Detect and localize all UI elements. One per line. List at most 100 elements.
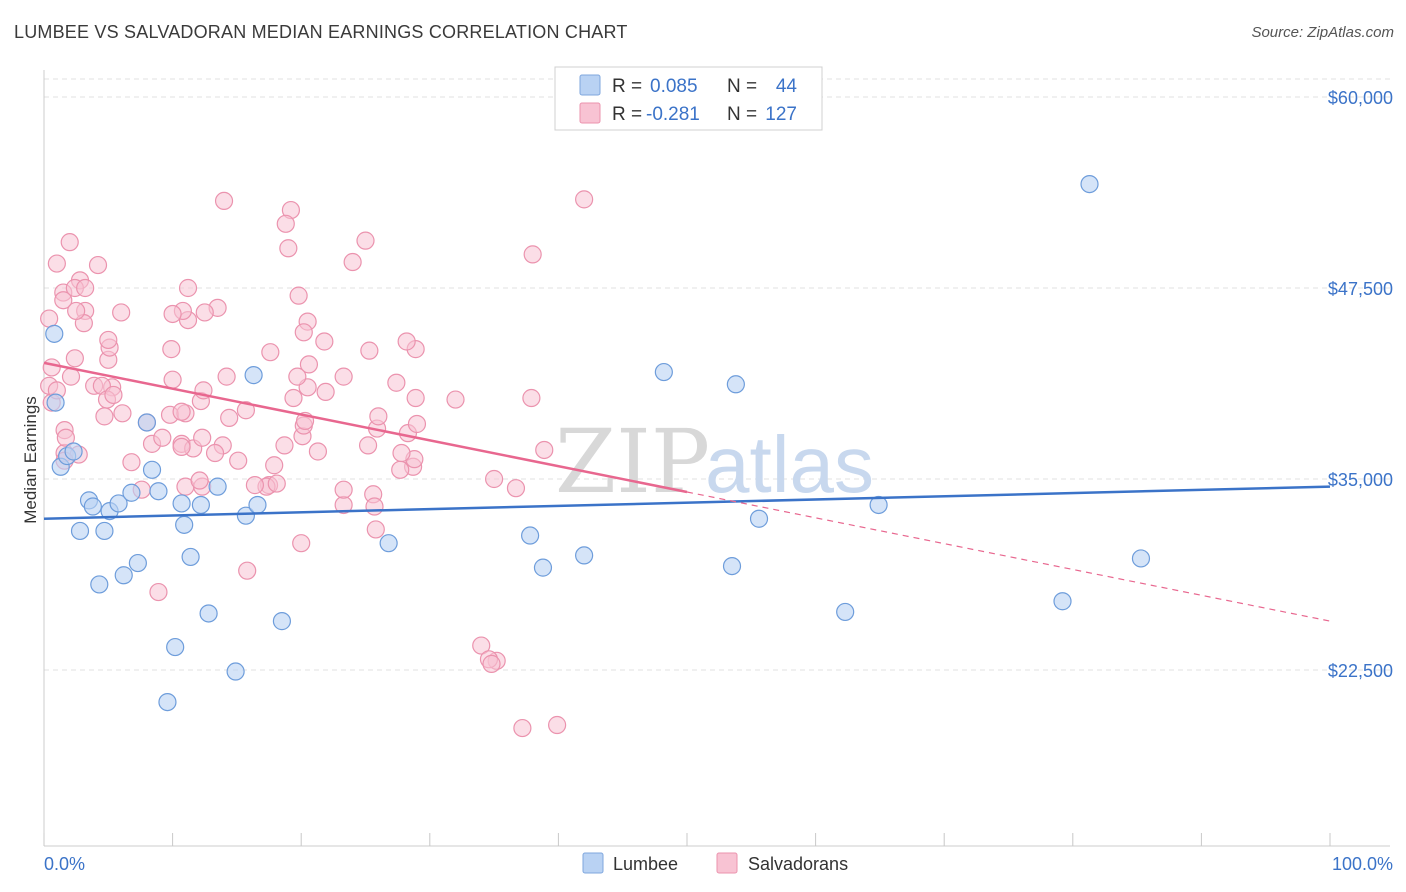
lumbee-point bbox=[236, 506, 256, 525]
lumbee-point bbox=[248, 495, 267, 515]
lumbee-point bbox=[181, 547, 200, 567]
salvadoran-point bbox=[265, 456, 284, 475]
lumbee-point bbox=[1053, 592, 1072, 611]
salvadoran-point bbox=[406, 388, 425, 408]
salvadoran-point bbox=[482, 654, 501, 673]
lumbee-legend-swatch bbox=[579, 74, 601, 96]
salvadoran-point bbox=[217, 367, 236, 386]
y-tick-labels: $22,500 $35,000 $47,500 $60,000 bbox=[1328, 88, 1393, 681]
lumbee-point bbox=[46, 393, 65, 412]
lumbee-point bbox=[137, 413, 156, 432]
salvadoran-point bbox=[535, 440, 554, 460]
lumbee-point bbox=[70, 521, 90, 541]
salvadoran-point bbox=[289, 286, 308, 305]
y-axis-label: Median Earnings bbox=[21, 396, 40, 524]
salvadoran-point bbox=[276, 214, 295, 233]
salvadoran-point bbox=[369, 407, 388, 426]
salvadoran-point bbox=[446, 390, 465, 409]
lumbee-point bbox=[654, 362, 673, 382]
salvadoran-point bbox=[294, 323, 313, 342]
lumbee-point bbox=[191, 495, 210, 515]
lumbee-point bbox=[749, 509, 769, 528]
watermark-atlas: atlas bbox=[705, 420, 874, 509]
series-legend: Lumbee Salvadorans bbox=[582, 852, 848, 874]
salvadoran-point bbox=[190, 471, 209, 490]
lumbee-point bbox=[722, 556, 742, 576]
salvadoran-point bbox=[178, 278, 198, 298]
salvadoran-point bbox=[366, 520, 385, 539]
salvadoran-point bbox=[288, 367, 307, 386]
salvadoran-point bbox=[334, 367, 353, 386]
salvadoran-point bbox=[245, 476, 265, 495]
salvadoran-point bbox=[95, 407, 114, 426]
salvadoran-point bbox=[113, 404, 132, 423]
lumbee-point bbox=[45, 324, 64, 343]
lumbee-point bbox=[199, 604, 218, 623]
lumbee-point bbox=[166, 637, 185, 657]
watermark-zip: ZIP bbox=[555, 410, 710, 513]
salvadoran-point bbox=[56, 428, 75, 447]
y-tick-label: $22,500 bbox=[1328, 661, 1393, 681]
lumbee-point bbox=[83, 497, 102, 516]
salvadoran-point bbox=[47, 254, 66, 273]
lumbee-point bbox=[726, 375, 745, 394]
source-label: Source: ZipAtlas.com bbox=[1251, 24, 1394, 41]
salvadoran-point bbox=[238, 561, 257, 580]
lumbee-point bbox=[95, 521, 114, 541]
lumbee-point bbox=[128, 553, 147, 573]
salvadoran-point bbox=[214, 191, 234, 211]
salvadoran-n-label: N = bbox=[727, 104, 757, 125]
lumbee-point bbox=[272, 612, 292, 631]
salvadoran-point bbox=[485, 469, 504, 489]
salvadoran-point bbox=[334, 480, 353, 499]
salvadoran-point bbox=[299, 355, 319, 374]
y-tick-label: $47,500 bbox=[1328, 279, 1393, 299]
salvadoran-point bbox=[88, 255, 108, 275]
salvadoran-point bbox=[261, 343, 280, 362]
chart-title: LUMBEE VS SALVADORAN MEDIAN EARNINGS COR… bbox=[14, 22, 628, 42]
salvadoran-point bbox=[122, 453, 141, 472]
lumbee-point bbox=[521, 526, 540, 545]
salvadoran-point bbox=[205, 443, 225, 463]
lumbee-point bbox=[158, 692, 177, 712]
salvadoran-point bbox=[365, 497, 384, 516]
x-tick-label-max: 100.0% bbox=[1332, 854, 1393, 874]
salvadoran-point bbox=[163, 304, 182, 324]
salvadoran-trend-extension bbox=[686, 491, 1331, 622]
lumbee-point bbox=[208, 477, 227, 496]
salvadoran-point bbox=[472, 636, 491, 655]
lumbee-point bbox=[1080, 174, 1099, 194]
lumbee-point bbox=[149, 482, 168, 501]
salvadorans-points bbox=[40, 190, 594, 738]
lumbee-r-label: R = bbox=[612, 76, 642, 97]
salvadoran-point bbox=[65, 349, 84, 368]
lumbee-point bbox=[379, 534, 398, 553]
lumbee-point bbox=[533, 558, 553, 577]
salvadoran-point bbox=[513, 718, 532, 738]
salvadoran-point bbox=[522, 388, 541, 408]
salvadoran-point bbox=[163, 370, 182, 389]
y-tick-label: $60,000 bbox=[1328, 88, 1393, 108]
lumbee-legend-label: Lumbee bbox=[613, 854, 678, 874]
lumbee-n-label: N = bbox=[727, 76, 757, 97]
salvadoran-n-value: 127 bbox=[765, 104, 797, 125]
salvadoran-point bbox=[523, 245, 542, 264]
salvadoran-point bbox=[343, 252, 362, 272]
salvadoran-point bbox=[172, 402, 191, 421]
salvadoran-point bbox=[76, 278, 95, 298]
lumbee-point bbox=[175, 515, 194, 534]
salvadoran-point bbox=[149, 582, 168, 602]
lumbee-points bbox=[45, 174, 1151, 712]
y-tick-label: $35,000 bbox=[1328, 470, 1393, 490]
lumbee-r-value: 0.085 bbox=[650, 76, 698, 97]
salvadoran-legend-label: Salvadorans bbox=[748, 854, 848, 874]
salvadoran-point bbox=[220, 408, 239, 427]
salvadoran-bottom-swatch bbox=[716, 852, 738, 874]
salvadoran-point bbox=[275, 436, 294, 455]
salvadoran-point bbox=[99, 330, 118, 350]
x-tick-label-min: 0.0% bbox=[44, 854, 85, 874]
lumbee-point bbox=[226, 662, 245, 681]
lumbee-n-value: 44 bbox=[776, 76, 798, 97]
salvadoran-point bbox=[40, 309, 59, 328]
